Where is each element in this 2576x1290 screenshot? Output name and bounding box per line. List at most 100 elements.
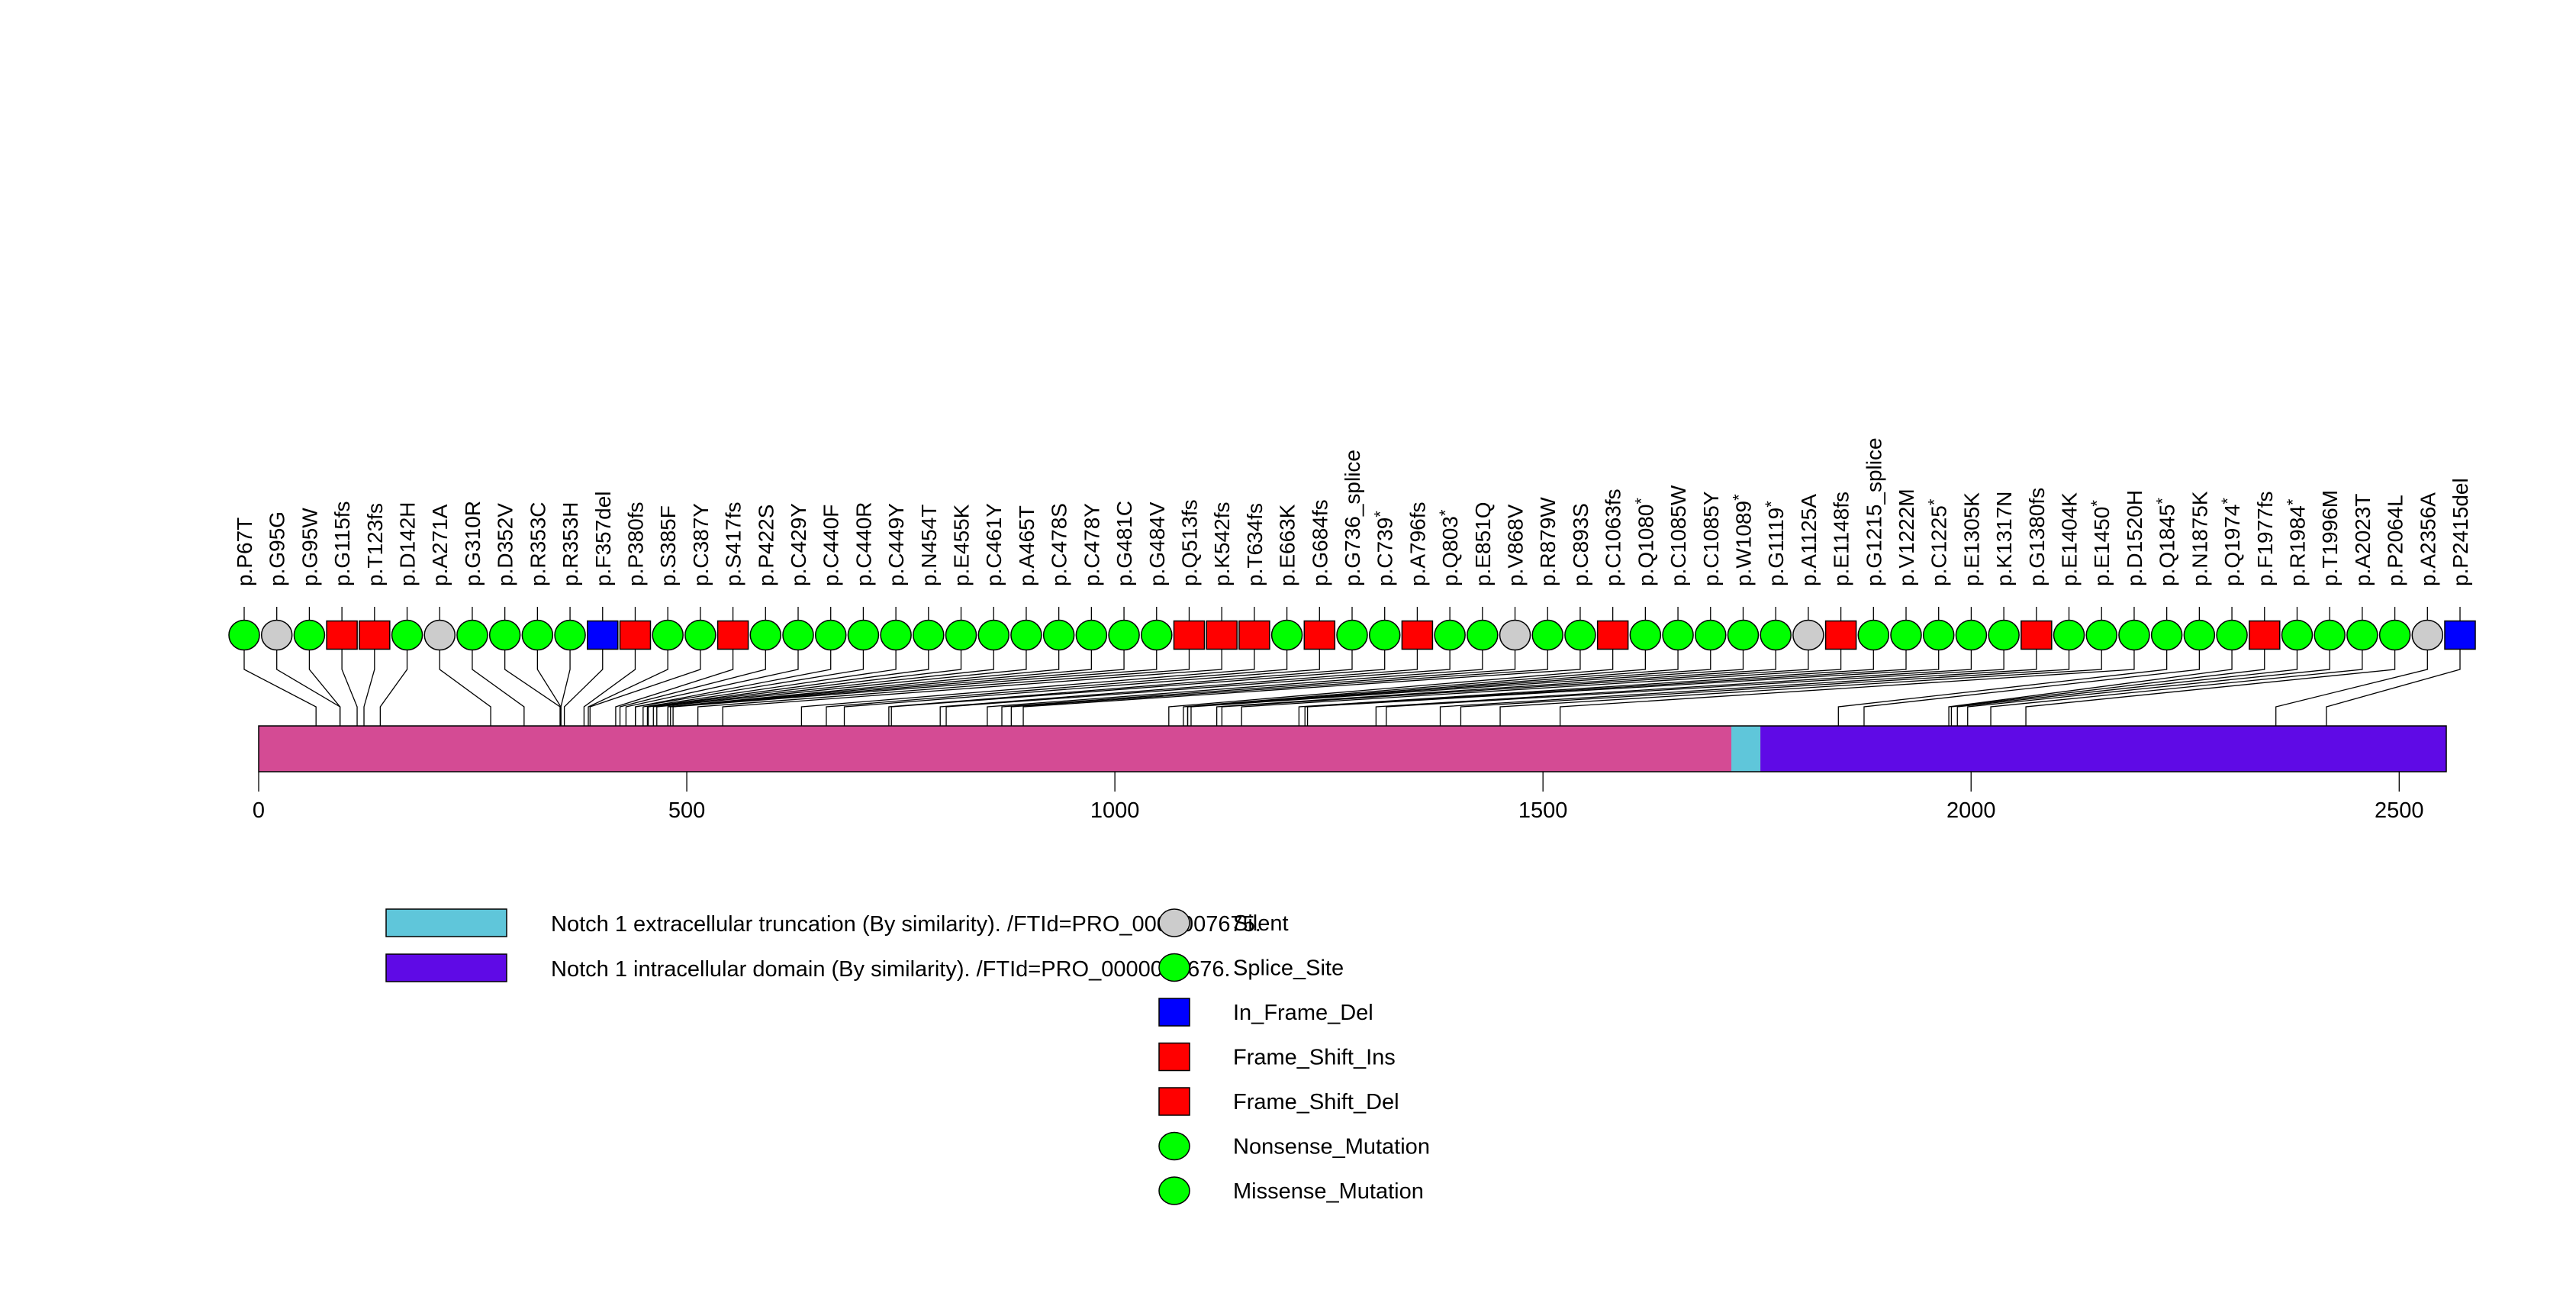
mutation-label: p.A2023T: [2351, 494, 2375, 586]
mutation-label: p.C1085W: [1666, 485, 1690, 586]
legend-circle-icon: [1158, 1131, 1190, 1161]
mutation-label: p.C440F: [819, 505, 843, 586]
mutation-label: p.F1977fs: [2253, 491, 2277, 586]
mutation-label: p.F357del: [591, 491, 615, 586]
mutation-label: p.V1222M: [1895, 489, 1918, 586]
axis-tick-label: 2500: [2375, 798, 2424, 823]
mutation-marker-circle: [2183, 619, 2216, 651]
mutation-label: p.P2064L: [2384, 495, 2407, 586]
mutation-marker-circle: [228, 619, 260, 651]
mutation-markers: [228, 607, 2476, 651]
mutation-type-legend-label: In_Frame_Del: [1233, 1001, 1373, 1025]
mutation-label: p.G484V: [1145, 501, 1169, 586]
mutation-label: p.G310R: [461, 501, 485, 586]
mutation-marker-circle: [2411, 619, 2444, 651]
connector-line: [341, 649, 358, 726]
axis-tick-label: 1000: [1090, 798, 1140, 823]
connector-line: [1837, 649, 2168, 726]
mutation-marker-circle: [554, 619, 586, 651]
mutation-label: p.N1875K: [2188, 491, 2211, 586]
connector-line: [1241, 649, 1842, 726]
connector-line: [1001, 649, 1516, 726]
mutation-label: p.A796fs: [1406, 501, 1429, 586]
mutation-marker-circle: [2346, 619, 2378, 651]
mutation-label: p.C1063fs: [1602, 489, 1625, 586]
mutation-label: p.G115fs: [330, 501, 354, 586]
connector-line: [987, 649, 1483, 726]
mutation-marker-circle: [2281, 619, 2314, 651]
mutation-marker-square: [716, 620, 749, 650]
mutation-label: p.D352V: [494, 503, 517, 586]
connector-line: [722, 649, 1222, 726]
mutation-type-legend-label: Nonsense_Mutation: [1233, 1135, 1430, 1159]
mutation-marker-circle: [2378, 619, 2411, 651]
mutation-label: p.T1996M: [2318, 490, 2342, 586]
mutation-marker-circle: [749, 619, 782, 651]
connector-line: [800, 649, 1255, 726]
mutation-marker-circle: [1629, 619, 1662, 651]
mutation-marker-circle: [2150, 619, 2183, 651]
mutation-label: p.N454T: [917, 505, 941, 586]
connector-line: [308, 649, 341, 726]
connector-line: [2326, 649, 2461, 726]
mutation-marker-circle: [1141, 619, 1173, 651]
domain-block-0: [1731, 726, 1761, 772]
connector-line: [1306, 649, 1940, 726]
mutation-label: p.D142H: [396, 501, 420, 586]
domain-block-1: [1760, 726, 2446, 772]
mutation-marker-square: [1173, 620, 1206, 650]
mutation-label: p.G736_splice: [1341, 450, 1364, 586]
mutation-label: p.G95G: [266, 511, 289, 586]
connector-line: [1956, 649, 2298, 726]
connector-line: [1499, 649, 2102, 726]
mutation-marker-circle: [2216, 619, 2248, 651]
mutation-marker-circle: [1857, 619, 1890, 651]
mutation-label: p.E1450*: [2088, 500, 2114, 586]
protein-backbone-outline: [258, 725, 2447, 772]
mutation-label: p.C478S: [1048, 503, 1071, 586]
mutation-label: p.P380fs: [623, 501, 647, 586]
domain-legend-label: Notch 1 extracellular truncation (By sim…: [551, 912, 1261, 937]
connector-line: [583, 649, 636, 726]
mutation-marker-circle: [1434, 619, 1466, 651]
mutation-marker-square: [326, 620, 358, 650]
connector-line: [1190, 649, 1744, 726]
mutation-label: p.E1305K: [1959, 492, 1983, 586]
mutation-marker-circle: [1108, 619, 1140, 651]
connector-line: [1386, 649, 2004, 726]
mutation-marker-circle: [1467, 619, 1499, 651]
connector-line: [1559, 649, 2135, 726]
mutation-marker-square: [587, 620, 619, 650]
mutation-marker-circle: [1368, 619, 1401, 651]
mutation-label: p.E663K: [1276, 504, 1299, 586]
mutation-label: p.A2356A: [2416, 492, 2439, 586]
mutation-label: p.S417fs: [722, 501, 745, 586]
mutation-marker-square: [2021, 620, 2053, 650]
connector-line: [1304, 649, 1907, 726]
mutation-marker-circle: [684, 619, 716, 651]
connector-line: [672, 649, 1158, 726]
mutation-marker-square: [1303, 620, 1336, 650]
mutation-marker-circle: [456, 619, 488, 651]
mutation-marker-square: [1238, 620, 1270, 650]
mutation-marker-circle: [945, 619, 977, 651]
mutation-label: p.Q1974*: [2218, 498, 2244, 586]
mutation-type-legend-label: Missense_Mutation: [1233, 1179, 1424, 1204]
mutation-label: p.C1225*: [1925, 498, 1951, 586]
connector-line: [2275, 649, 2428, 726]
connector-line: [1221, 649, 1809, 726]
mutation-marker-square: [1401, 620, 1434, 650]
mutation-marker-circle: [2118, 619, 2150, 651]
mutation-marker-square: [1596, 620, 1629, 650]
mutation-label: p.C893S: [1569, 503, 1592, 586]
connector-line: [652, 649, 994, 726]
mutation-label: p.C387Y: [689, 503, 713, 586]
connector-line: [560, 649, 571, 726]
mutation-label: p.C739*: [1371, 511, 1397, 586]
connector-line: [646, 649, 929, 726]
mutation-marker-circle: [913, 619, 945, 651]
connector-line: [619, 649, 766, 726]
connector-line: [826, 649, 1288, 726]
mutation-marker-circle: [1955, 619, 1988, 651]
domain-legend-label: Notch 1 intracellular domain (By similar…: [551, 957, 1231, 982]
